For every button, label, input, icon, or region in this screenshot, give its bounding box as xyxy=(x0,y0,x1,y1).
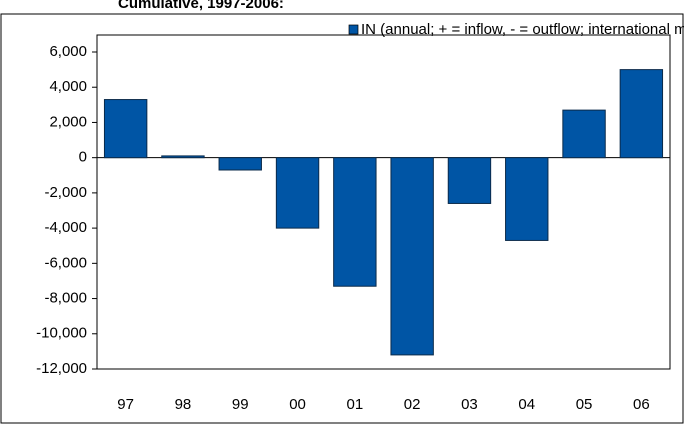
x-tick-label: 98 xyxy=(175,396,192,413)
legend-label: IN (annual; + = inflow, - = outflow; int… xyxy=(361,21,684,38)
bar xyxy=(390,157,434,356)
bar xyxy=(562,109,606,159)
chart-frame xyxy=(0,13,684,424)
bar xyxy=(505,157,549,241)
y-tick-label: 6,000 xyxy=(49,43,87,60)
y-tick-label: -12,000 xyxy=(36,360,87,377)
x-tick-label: 02 xyxy=(404,396,421,413)
x-tick-label: 99 xyxy=(232,396,249,413)
x-tick-label: 06 xyxy=(633,396,650,413)
y-tick-label: -4,000 xyxy=(44,219,87,236)
bar xyxy=(161,155,205,159)
x-tick-label: 05 xyxy=(576,396,593,413)
x-tick-label: 01 xyxy=(347,396,364,413)
y-tick-label: 2,000 xyxy=(49,113,87,130)
y-tick-label: -10,000 xyxy=(36,325,87,342)
y-tick-label: 0 xyxy=(79,149,87,166)
bar xyxy=(619,69,664,159)
bar xyxy=(275,157,320,229)
bar xyxy=(333,157,377,287)
plot-frame xyxy=(96,34,671,370)
bar xyxy=(218,157,262,171)
bar xyxy=(103,99,148,159)
y-tick-label: -6,000 xyxy=(44,254,87,271)
x-tick-label: 97 xyxy=(117,396,134,413)
y-tick-label: 4,000 xyxy=(49,78,87,95)
bar xyxy=(447,157,492,204)
header: Cumulative, 1997-2006: xyxy=(118,0,284,12)
legend-swatch xyxy=(348,24,359,35)
y-tick-label: -2,000 xyxy=(44,184,87,201)
x-tick-label: 04 xyxy=(518,396,535,413)
y-tick-label: -8,000 xyxy=(44,290,87,307)
x-tick-label: 03 xyxy=(461,396,478,413)
x-tick-label: 00 xyxy=(289,396,306,413)
